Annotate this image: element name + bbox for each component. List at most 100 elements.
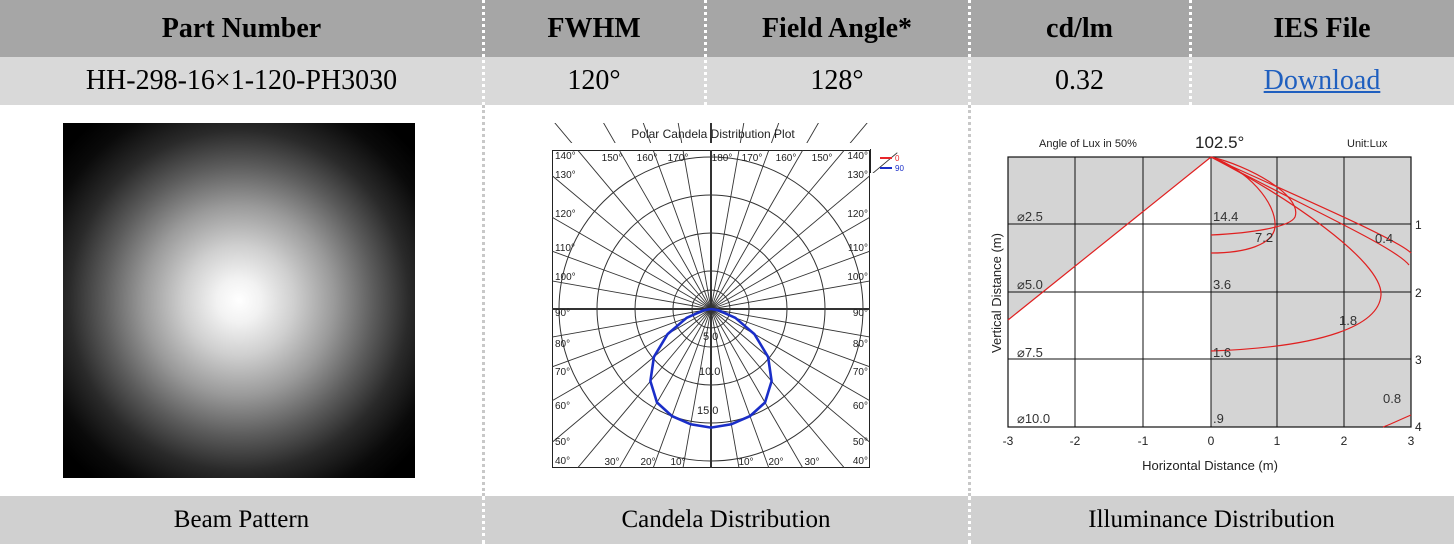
- value-ies-file: Download: [1190, 57, 1454, 105]
- polar-spoke: [681, 308, 712, 473]
- footer-beam-pattern: Beam Pattern: [0, 496, 483, 544]
- polar-edge-label: 60°: [853, 401, 868, 412]
- polar-edge-label: 100°: [555, 272, 576, 283]
- polar-edge-label: 100°: [847, 272, 868, 283]
- polar-spoke: [710, 308, 741, 473]
- illum-x-tick: -3: [1003, 434, 1014, 448]
- polar-spoke: [710, 308, 850, 473]
- ring-label: 15.0: [697, 405, 718, 417]
- polar-edge-label: 110°: [848, 243, 868, 254]
- polar-grid: [540, 123, 910, 473]
- column-divider: [482, 496, 485, 544]
- polar-spoke: [710, 308, 898, 466]
- polar-edge-label: 110°: [555, 243, 575, 254]
- footer-candela-distribution: Candela Distribution: [483, 496, 969, 544]
- polar-candela-plot: Polar Candela Distribution Plot 140° 140°…: [540, 123, 910, 473]
- polar-edge-label: 80°: [555, 339, 570, 350]
- column-divider: [1189, 0, 1192, 105]
- polar-spoke: [615, 308, 712, 473]
- value-field-angle: 128°: [705, 57, 969, 105]
- illum-x-tick: -2: [1070, 434, 1081, 448]
- polar-edge-label: 120°: [555, 209, 576, 220]
- illum-x-tick: 3: [1408, 434, 1415, 448]
- polar-spoke: [540, 308, 712, 372]
- illum-x-tick: 0: [1208, 434, 1215, 448]
- column-divider: [704, 0, 707, 105]
- illum-x-tick: 2: [1341, 434, 1348, 448]
- illum-contours: [1210, 156, 1412, 428]
- polar-spoke: [554, 123, 712, 310]
- polar-spoke: [572, 308, 712, 473]
- beam-pattern-image: [63, 123, 415, 478]
- illum-ylabel: Vertical Distance (m): [989, 233, 1004, 353]
- polar-edge-label: 30°: [604, 457, 619, 468]
- polar-edge-label: 70°: [853, 367, 868, 378]
- polar-edge-label: 140°: [847, 151, 868, 162]
- legend-label-0: 0: [895, 154, 900, 163]
- polar-spoke: [540, 278, 712, 310]
- polar-edge-label: 180°: [712, 153, 733, 164]
- illum-angle: 102.5°: [1195, 133, 1244, 152]
- illum-x-tick: 1: [1274, 434, 1281, 448]
- polar-edge-label: 150°: [812, 153, 833, 164]
- column-divider: [968, 105, 971, 496]
- polar-plot-title: Polar Candela Distribution Plot: [631, 127, 795, 141]
- polar-edge-label: 20°: [640, 457, 655, 468]
- polar-spoke: [540, 308, 712, 409]
- illum-x-tick: -1: [1138, 434, 1149, 448]
- polar-edge-label: 10°: [670, 457, 685, 468]
- illum-x-ticks: -3 -2 -1 0 1 2 3: [1003, 434, 1415, 448]
- polar-edge-labels: 140° 140° 130° 130° 120° 120° 110° 110° 100° 100°…: [555, 151, 868, 468]
- polar-spoke: [642, 123, 712, 310]
- right-tick: 1: [1415, 218, 1422, 232]
- header-fwhm: FWHM: [483, 0, 705, 57]
- polar-spoke: [540, 164, 712, 310]
- download-link[interactable]: Download: [1263, 65, 1381, 96]
- right-tick: 2: [1415, 286, 1422, 300]
- polar-edge-label: 140°: [555, 151, 576, 162]
- ring-label: 5.0: [703, 331, 718, 343]
- polar-edge-label: 170°: [668, 153, 689, 164]
- polar-spoke: [677, 123, 712, 310]
- illum-unit: Unit:Lux: [1347, 138, 1388, 150]
- diameter-label: ⌀2.5: [1017, 209, 1043, 224]
- polar-edge-label: 10°: [738, 457, 753, 468]
- polar-series-90: [649, 307, 773, 429]
- diameter-label: ⌀10.0: [1017, 411, 1050, 426]
- polar-edge-label: 20°: [768, 457, 783, 468]
- illum-title: Angle of Lux in 50%: [1039, 138, 1137, 150]
- polar-edge-label: 50°: [853, 437, 868, 448]
- polar-spoke: [710, 123, 780, 310]
- polar-spoke: [710, 308, 772, 473]
- polar-edge-label: 40°: [853, 456, 868, 467]
- polar-edge-label: 120°: [847, 209, 868, 220]
- polar-edge-label: 70°: [555, 367, 570, 378]
- polar-spoke: [710, 123, 745, 310]
- polar-edge-label: 80°: [853, 339, 868, 350]
- polar-spoke: [710, 308, 807, 473]
- column-divider: [968, 496, 971, 544]
- right-tick: 4: [1415, 420, 1422, 434]
- polar-spoke: [710, 123, 868, 310]
- diameter-label: ⌀7.5: [1017, 345, 1043, 360]
- right-tick: 3: [1415, 353, 1422, 367]
- polar-spoke: [710, 152, 898, 310]
- beam-edge-line: [1007, 156, 1212, 321]
- polar-spoke: [603, 123, 712, 310]
- illum-xlabel: Horizontal Distance (m): [1142, 458, 1278, 473]
- polar-edge-label: 130°: [555, 170, 576, 181]
- polar-edge-label: 160°: [637, 153, 658, 164]
- contour-label: 1.8: [1339, 313, 1357, 328]
- header-ies-file: IES File: [1190, 0, 1454, 57]
- header-part-number: Part Number: [0, 0, 483, 57]
- contour-label: 7.2: [1255, 230, 1273, 245]
- column-divider: [482, 105, 485, 496]
- contour-label: 0.8: [1383, 391, 1401, 406]
- value-cdlm: 0.32: [969, 57, 1190, 105]
- center-lux-label: 1.6: [1213, 345, 1231, 360]
- polar-edge-label: 30°: [804, 457, 819, 468]
- polar-spoke: [540, 246, 712, 310]
- illum-frame: [1007, 156, 1412, 428]
- polar-edge-label: 160°: [776, 153, 797, 164]
- polar-spoke: [710, 273, 910, 310]
